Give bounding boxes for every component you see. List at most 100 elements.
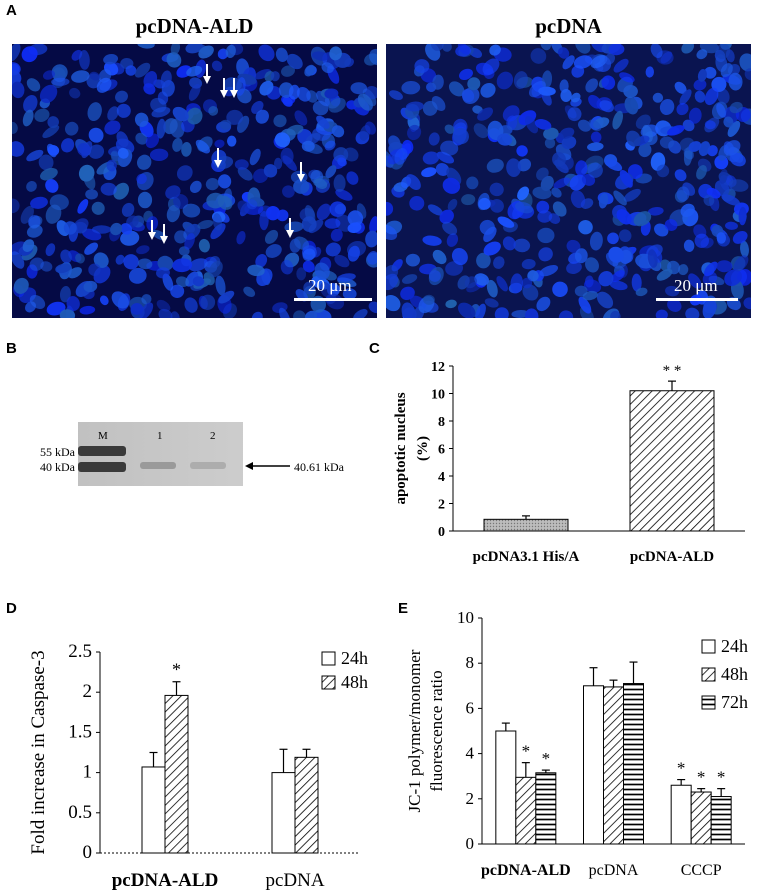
nuclei-group: [386, 44, 751, 318]
bar: [495, 730, 517, 845]
lane-label-1: 1: [157, 430, 163, 442]
significance-marker: *: [717, 768, 726, 787]
legend-swatch: [321, 651, 336, 666]
y-axis-label: Fold increase in Caspase-3: [28, 650, 49, 854]
y-tick-label: 10: [431, 388, 445, 403]
chart-jc1-ratio: 0 2 4 6 8 10 JC-1 polymer/monomer fluorescence …: [405, 612, 748, 879]
bar: [583, 685, 604, 845]
lane-label-2: 2: [210, 430, 216, 442]
bar: [629, 390, 715, 532]
y-tick-label: 2: [83, 681, 93, 702]
scale-bar-left: [294, 298, 372, 301]
apoptosis-arrow-icon: [160, 224, 168, 244]
significance-marker: *: [677, 759, 686, 778]
significance-marker: *: [172, 660, 181, 680]
bar: [623, 683, 644, 845]
apoptosis-arrow-icon: [297, 162, 305, 182]
y-tick-label: 0.5: [68, 802, 92, 823]
legend-swatch: [701, 639, 716, 654]
significance-marker: *: [542, 749, 551, 768]
category-label: pcDNA-ALD: [112, 870, 219, 891]
panel-d-letter: D: [6, 600, 17, 617]
legend-label: 24h: [341, 648, 368, 668]
band-arrow-label: 40.61 kDa: [294, 460, 345, 474]
significance-marker: * *: [663, 363, 682, 379]
category-label: pcDNA-ALD: [630, 549, 714, 565]
legend-swatch: [321, 675, 336, 690]
legend-swatch: [701, 695, 716, 710]
y-axis-label: apoptotic nucleus: [393, 392, 409, 504]
apoptosis-arrow-icon: [286, 218, 294, 238]
y-tick-label: 6: [438, 443, 445, 458]
y-tick-label: 8: [438, 415, 445, 430]
legend-label: 48h: [341, 672, 368, 692]
y-tick-label: 0: [83, 842, 93, 863]
micrograph-pcdna-ald: 20 μm: [12, 44, 377, 318]
micrograph-right-title: pcDNA: [535, 14, 602, 38]
apoptosis-arrow-icon: [230, 78, 238, 98]
category-label: pcDNA: [589, 862, 639, 879]
chart-caspase3: 0 0.5 1 1.5 2 2.5 Fold increase in Caspase-3 * p…: [28, 641, 368, 891]
panel-b-letter: B: [6, 340, 17, 357]
scale-bar-right: [656, 298, 738, 301]
marker-label-40: 40 kDa: [40, 460, 76, 474]
lane1-band: [140, 462, 176, 469]
y-axis-label: fluorescence ratio: [427, 670, 446, 791]
y-tick-label: 1.5: [68, 721, 92, 742]
scale-label-left: 20 μm: [308, 276, 352, 295]
bar: [271, 772, 296, 854]
bar: [690, 791, 712, 845]
y-tick-label: 8: [466, 653, 475, 672]
panel-c-letter: C: [369, 340, 380, 357]
y-tick-label: 6: [466, 698, 475, 717]
y-tick-label: 10: [457, 612, 474, 627]
y-axis-label: (%): [415, 436, 431, 461]
apoptosis-arrow-icon: [214, 148, 222, 168]
y-tick-label: 12: [431, 360, 445, 375]
significance-marker: *: [522, 742, 531, 761]
micrograph-left-title: pcDNA-ALD: [135, 14, 254, 38]
bar: [483, 518, 569, 532]
bar: [141, 766, 166, 854]
nuclei-group: [12, 44, 377, 318]
bar: [515, 776, 537, 845]
apoptosis-arrow-icon: [203, 64, 211, 84]
legend-label: 24h: [721, 636, 748, 656]
significance-marker: *: [697, 768, 706, 787]
marker-band-40: [78, 462, 126, 472]
y-tick-label: 1: [83, 762, 93, 783]
western-blot: M 1 2 55 kDa 40 kDa 40.61 kDa: [40, 422, 345, 486]
scale-label-right: 20 μm: [674, 276, 718, 295]
marker-band-55: [78, 446, 126, 456]
lane-label-m: M: [98, 430, 108, 442]
chart-apoptotic-nucleus: 0 2 4 6 8 10 12 apoptotic nucleus (%) pcDNA3.1 Hi…: [393, 360, 745, 565]
y-tick-label: 2: [438, 498, 445, 513]
lane2-band: [190, 462, 226, 469]
category-label: pcDNA-ALD: [481, 862, 571, 879]
bar: [670, 784, 692, 845]
category-label: pcDNA: [265, 870, 324, 891]
y-tick-label: 0: [438, 525, 445, 540]
y-tick-label: 0: [466, 834, 475, 853]
apoptosis-arrow-icon: [220, 78, 228, 98]
bar: [294, 756, 319, 854]
category-label: pcDNA3.1 His/A: [473, 549, 580, 565]
y-axis-label: JC-1 polymer/monomer: [405, 649, 424, 812]
y-tick-label: 2: [466, 789, 475, 808]
apoptosis-arrow-icon: [148, 220, 156, 240]
y-tick-label: 2.5: [68, 641, 92, 662]
bar: [535, 772, 557, 845]
panel-e-letter: E: [398, 600, 409, 617]
marker-label-55: 55 kDa: [40, 445, 76, 459]
panel-a-letter: A: [6, 2, 17, 19]
y-tick-label: 4: [466, 744, 475, 763]
legend-label: 72h: [721, 692, 748, 712]
y-tick-label: 4: [438, 470, 445, 485]
bar: [603, 686, 624, 845]
legend-swatch: [701, 667, 716, 682]
micrograph-pcdna: 20 μm: [386, 44, 751, 318]
bar: [710, 796, 732, 845]
legend-label: 48h: [721, 664, 748, 684]
bar: [164, 694, 189, 854]
category-label: CCCP: [681, 862, 722, 879]
